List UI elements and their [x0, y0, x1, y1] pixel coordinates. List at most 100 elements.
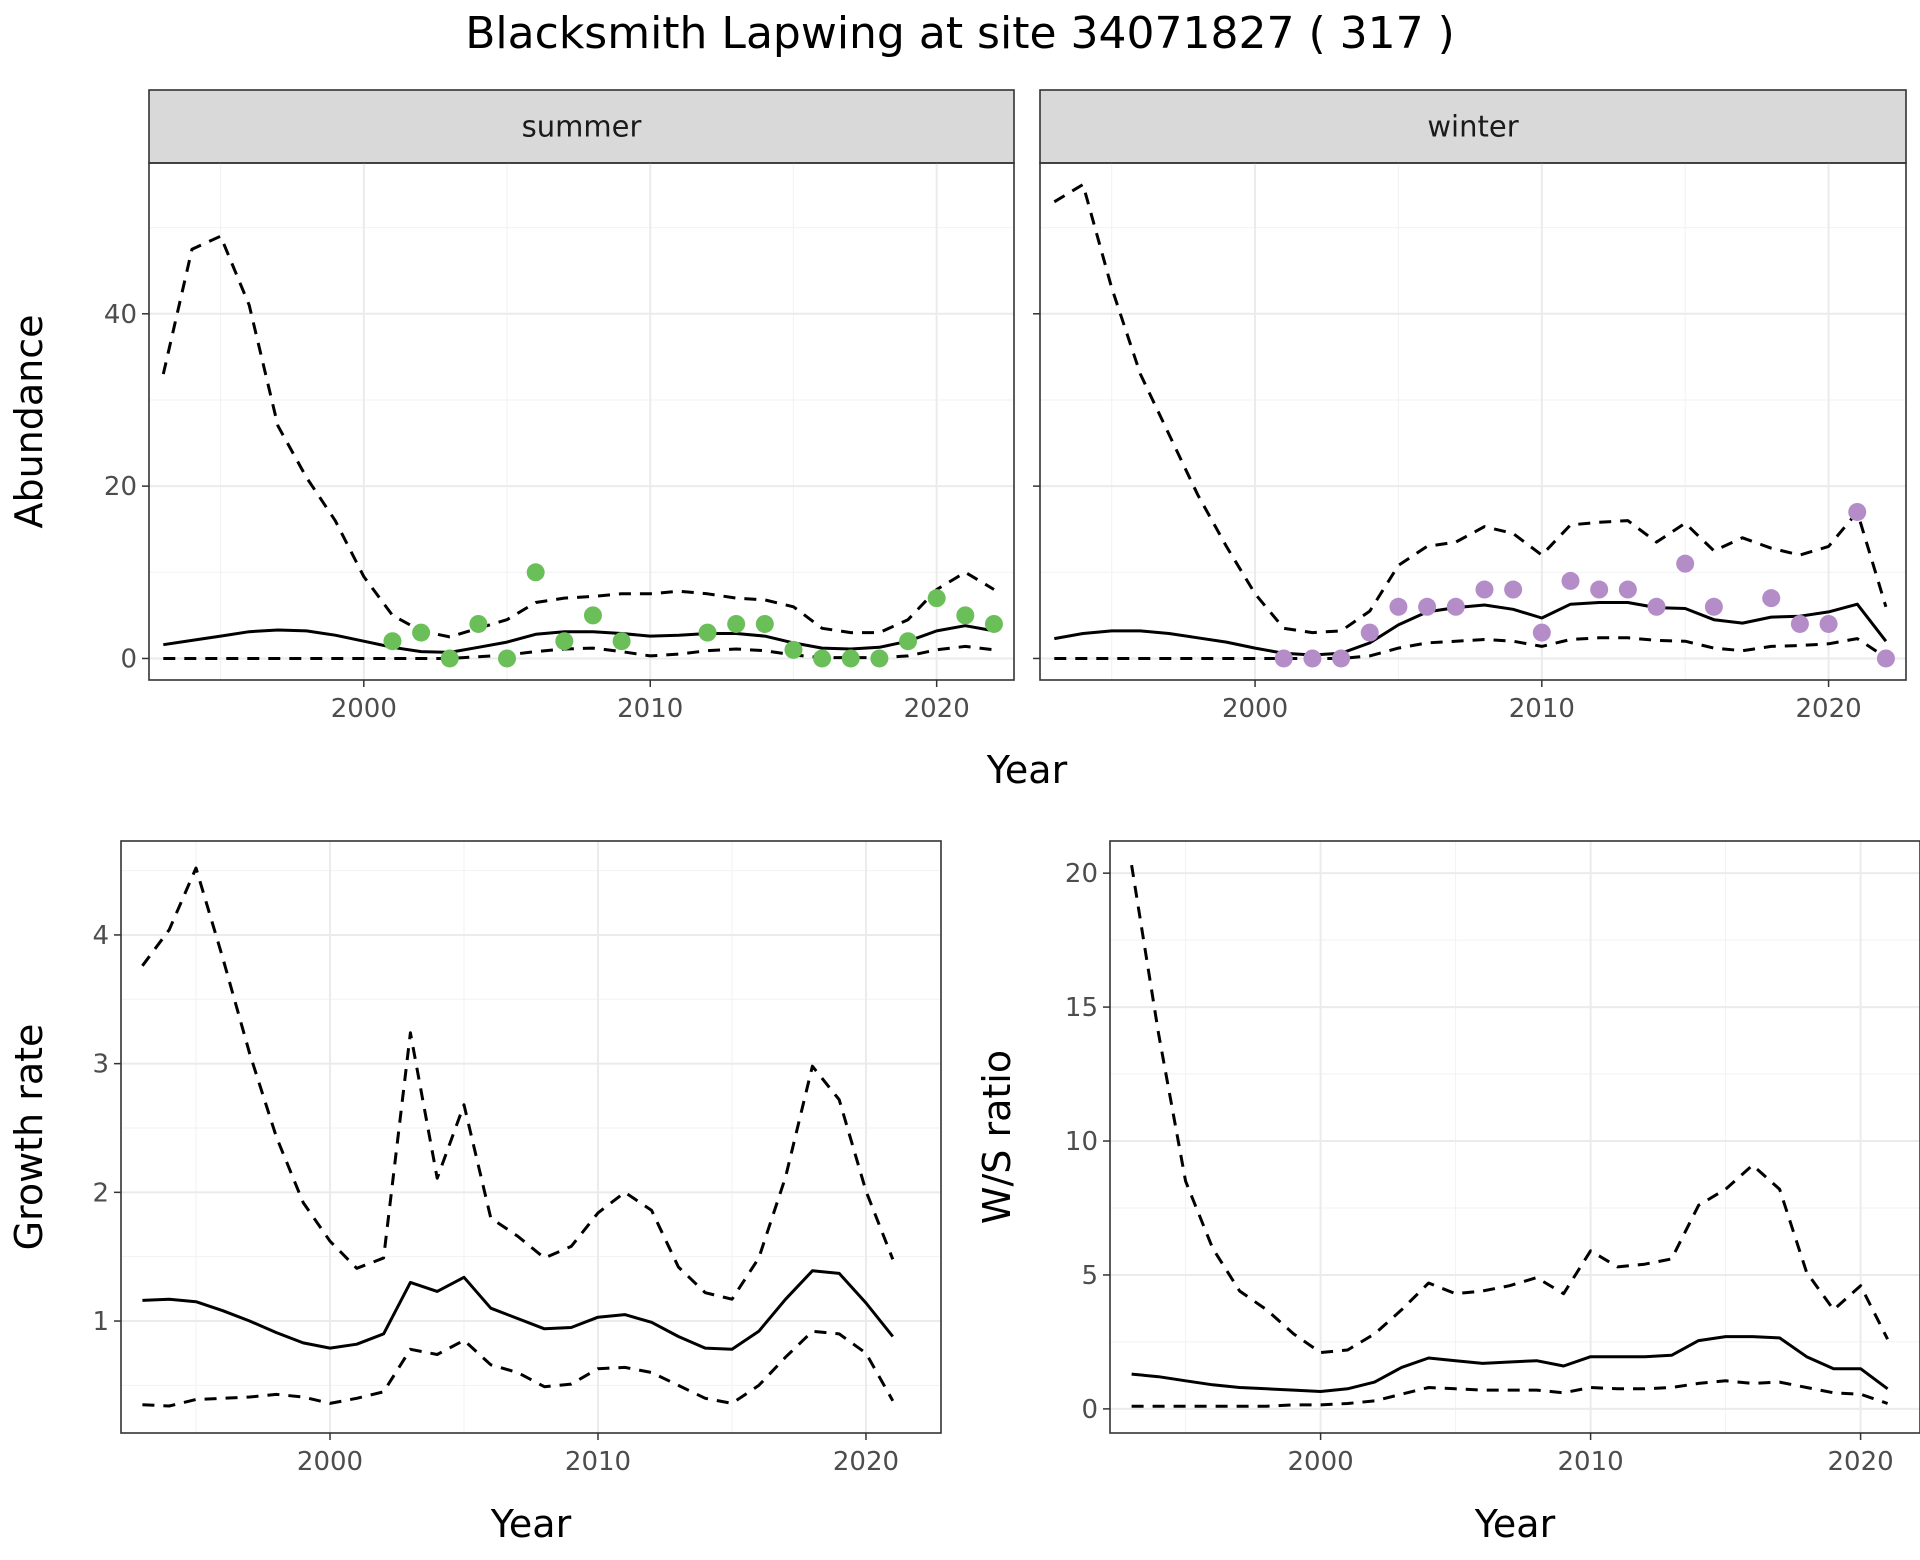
data-point: [1532, 623, 1551, 642]
series-line-upper: [1053, 183, 1888, 635]
panel-ratio: 2000 2010 2020 0 5 10 15 20 W/S ratio Year: [975, 840, 1920, 1546]
y-axis-title: Abundance: [7, 314, 51, 528]
y-tick-label: 40: [104, 300, 137, 330]
data-point: [1303, 649, 1322, 668]
data-point: [841, 649, 860, 668]
data-point: [1475, 580, 1494, 599]
series-lines: [1053, 183, 1888, 660]
x-tick-label: 2000: [331, 694, 397, 724]
y-tick-label: 20: [1065, 859, 1098, 889]
data-point: [555, 632, 574, 651]
y-tick-label: 1: [92, 1307, 109, 1337]
panel-frame: [1039, 162, 1907, 681]
data-point: [984, 614, 1003, 633]
series-line-estimate: [1054, 601, 1888, 657]
x-tick-label: 2000: [1288, 1447, 1354, 1477]
y-tick-label: 20: [104, 472, 137, 502]
observed-points: [383, 563, 1003, 668]
y-axis-title: Growth rate: [7, 1024, 51, 1251]
data-point: [498, 649, 517, 668]
x-axis-title: Year: [1474, 1502, 1556, 1546]
data-point: [1876, 649, 1895, 668]
data-point: [1590, 580, 1609, 599]
chart-title: Blacksmith Lapwing at site 34071827 ( 31…: [465, 8, 1454, 59]
data-point: [1762, 589, 1781, 608]
x-axis-title-top: Year: [986, 748, 1068, 792]
panel-winter: winter 2000 2010 2020: [1033, 89, 1907, 724]
x-tick-label: 2010: [1509, 694, 1575, 724]
y-tick-label: 10: [1065, 1127, 1098, 1157]
data-point: [1561, 571, 1580, 590]
y-tick-label: 0: [1081, 1395, 1098, 1425]
data-point: [412, 623, 431, 642]
data-point: [1647, 597, 1666, 616]
series-lines: [141, 866, 895, 1408]
data-point: [440, 649, 459, 668]
series-lines: [1130, 864, 1889, 1408]
data-point: [1504, 580, 1523, 599]
observed-points: [1274, 502, 1895, 668]
x-tick-label: 2000: [297, 1447, 363, 1477]
x-tick-label: 2020: [833, 1447, 899, 1477]
data-point: [469, 614, 488, 633]
data-point: [727, 614, 746, 633]
data-point: [1848, 502, 1867, 521]
grid: [121, 841, 941, 1433]
x-tick-label: 2010: [617, 694, 683, 724]
data-point: [899, 632, 918, 651]
y-tick-label: 0: [120, 644, 137, 674]
panel-frame: [1109, 840, 1920, 1434]
series-line-upper: [161, 234, 995, 639]
data-point: [1418, 597, 1437, 616]
data-point: [1819, 614, 1838, 633]
series-line-lower: [142, 1329, 895, 1408]
data-point: [1274, 649, 1293, 668]
panel-frame: [120, 840, 942, 1434]
data-point: [1704, 597, 1723, 616]
x-tick-label: 2010: [1558, 1447, 1624, 1477]
series-line-lower: [1054, 636, 1887, 660]
data-point: [583, 606, 602, 625]
panel-growth: 2000 2010 2020 1 2 3 4 Growth rate Year: [7, 840, 942, 1546]
series-line-upper: [1130, 864, 1889, 1355]
series-line-estimate: [1131, 1335, 1889, 1393]
y-tick-label: 5: [1081, 1261, 1098, 1291]
data-point: [1360, 623, 1379, 642]
data-point: [1618, 580, 1637, 599]
data-point: [784, 640, 803, 659]
panel-summer: summer 2000 2010 2020 0 20 40 Abundance: [7, 89, 1015, 724]
facet-strip-winter: [1039, 89, 1907, 164]
y-tick-label: 15: [1065, 993, 1098, 1023]
data-point: [1389, 597, 1408, 616]
x-tick-label: 2020: [904, 694, 970, 724]
y-axis-title: W/S ratio: [975, 1050, 1019, 1224]
data-point: [383, 632, 402, 651]
data-point: [1790, 614, 1809, 633]
series-line-upper: [141, 866, 895, 1301]
data-point: [612, 632, 631, 651]
y-tick-label: 4: [92, 921, 109, 951]
facet-strip-label: summer: [522, 110, 642, 144]
series-line-estimate: [142, 1269, 894, 1351]
data-point: [870, 649, 889, 668]
data-point: [927, 589, 946, 608]
data-point: [1676, 554, 1695, 573]
data-point: [698, 623, 717, 642]
facet-strip-summer: [148, 89, 1015, 164]
panel-frame: [148, 162, 1015, 681]
series-line-estimate: [163, 624, 995, 654]
x-tick-label: 2010: [565, 1447, 631, 1477]
y-tick-label: 3: [92, 1050, 109, 1080]
data-point: [1446, 597, 1465, 616]
data-point: [813, 649, 832, 668]
data-point: [1332, 649, 1351, 668]
x-tick-label: 2000: [1222, 694, 1288, 724]
data-point: [526, 563, 545, 582]
x-tick-label: 2020: [1795, 694, 1861, 724]
data-point: [956, 606, 975, 625]
x-tick-label: 2020: [1828, 1447, 1894, 1477]
y-tick-label: 2: [92, 1178, 109, 1208]
